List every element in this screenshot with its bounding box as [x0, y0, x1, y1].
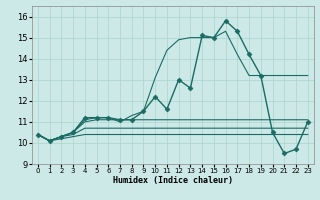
X-axis label: Humidex (Indice chaleur): Humidex (Indice chaleur)	[113, 176, 233, 185]
